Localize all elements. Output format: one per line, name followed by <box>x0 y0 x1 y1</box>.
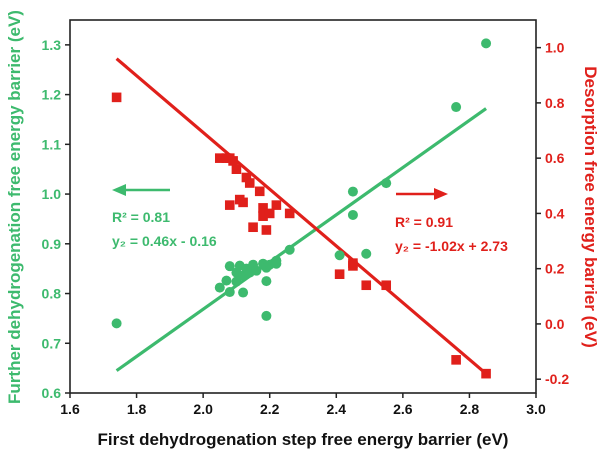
left-y-tick-label: 0.8 <box>42 286 62 302</box>
fit-lines <box>115 57 488 375</box>
green-data-point <box>261 310 272 321</box>
green-data-point <box>347 209 358 220</box>
right-y-tick-label: -0.2 <box>545 371 569 387</box>
right-y-tick-label: 0.2 <box>545 261 565 277</box>
green-data-point <box>284 244 295 255</box>
red-data-point <box>228 156 238 166</box>
green-data-point <box>451 102 462 113</box>
green-data-point <box>224 287 235 298</box>
right-y-tick-label: 0.6 <box>545 150 565 166</box>
markers <box>111 38 492 379</box>
plot-frame <box>69 19 537 394</box>
ticks: 1.6 1.8 2.0 2.2 2.4 2.6 2.8 3.0 0.6 0.7 0.8 0.9 1.0 1… <box>42 37 570 417</box>
green-fit-line <box>115 107 487 372</box>
right-y-tick-label: 0.0 <box>545 316 565 332</box>
left-y-tick-label: 0.9 <box>42 236 62 252</box>
green-data-point <box>214 282 225 293</box>
red-data-point <box>334 269 345 279</box>
x-tick-label: 1.6 <box>60 401 80 417</box>
red-r2-annotation: R² = 0.91 <box>395 214 453 230</box>
red-data-point <box>241 172 252 183</box>
red-data-point <box>258 203 268 213</box>
left-y-tick-label: 0.7 <box>42 335 62 351</box>
green-data-point <box>261 276 272 287</box>
red-data-point <box>231 164 242 174</box>
x-tick-label: 2.6 <box>393 401 413 417</box>
red-equation-annotation: y₂ = -1.02x + 2.73 <box>395 238 508 254</box>
left-y-tick-label: 1.0 <box>42 186 62 202</box>
left-y-tick-label: 1.3 <box>42 37 62 53</box>
right-y-tick-label: 0.8 <box>545 95 565 111</box>
red-data-point <box>284 208 295 219</box>
green-data-point <box>347 186 358 197</box>
left-y-tick-label: 1.1 <box>42 136 62 152</box>
red-data-point <box>248 222 258 233</box>
right-y-tick-label: 1.0 <box>545 40 565 56</box>
x-tick-label: 2.4 <box>327 401 347 417</box>
green-data-point <box>231 276 242 287</box>
green-data-point <box>334 250 345 261</box>
red-data-point <box>244 178 255 188</box>
green-data-point <box>361 248 372 259</box>
x-tick-label: 2.0 <box>193 401 213 417</box>
red-data-point <box>271 200 282 210</box>
left-axis-title: Further dehydrogenation free energy barr… <box>5 10 24 404</box>
x-tick-label: 3.0 <box>526 401 546 417</box>
red-data-point <box>261 225 272 235</box>
green-data-point <box>238 287 249 298</box>
x-tick-label: 2.2 <box>260 401 280 417</box>
red-data-point <box>264 208 275 219</box>
red-data-point <box>451 355 461 365</box>
green-r2-annotation: R² = 0.81 <box>112 209 170 225</box>
right-arrow-icon <box>396 188 448 200</box>
x-tick-label: 1.8 <box>127 401 147 417</box>
green-data-point <box>381 178 392 189</box>
red-data-point <box>254 186 265 197</box>
red-data-point <box>361 280 372 291</box>
right-axis-title: Desorption free energy barrier (eV) <box>581 66 597 348</box>
red-fit-line <box>115 57 488 375</box>
red-data-point <box>381 280 392 291</box>
green-equation-annotation: y₂ = 0.46x - 0.16 <box>112 233 217 249</box>
red-data-point <box>481 368 491 379</box>
green-data-point <box>271 255 282 266</box>
left-y-tick-label: 1.2 <box>42 87 62 103</box>
left-arrow-icon <box>112 184 170 196</box>
red-data-point <box>224 200 235 210</box>
x-axis-title: First dehydrogenation step free energy b… <box>98 430 509 449</box>
green-data-point <box>481 38 492 49</box>
green-data-point <box>111 318 122 329</box>
red-data-point <box>238 197 248 208</box>
left-y-tick-label: 0.6 <box>42 385 62 401</box>
red-data-point <box>214 153 225 163</box>
red-data-point <box>348 258 358 268</box>
red-data-point <box>258 211 268 221</box>
right-y-tick-label: 0.4 <box>545 205 565 221</box>
green-data-point <box>221 275 232 286</box>
x-tick-label: 2.8 <box>460 401 480 417</box>
red-data-point <box>111 92 122 103</box>
green-data-point <box>251 265 262 276</box>
green-data-point <box>224 261 235 272</box>
